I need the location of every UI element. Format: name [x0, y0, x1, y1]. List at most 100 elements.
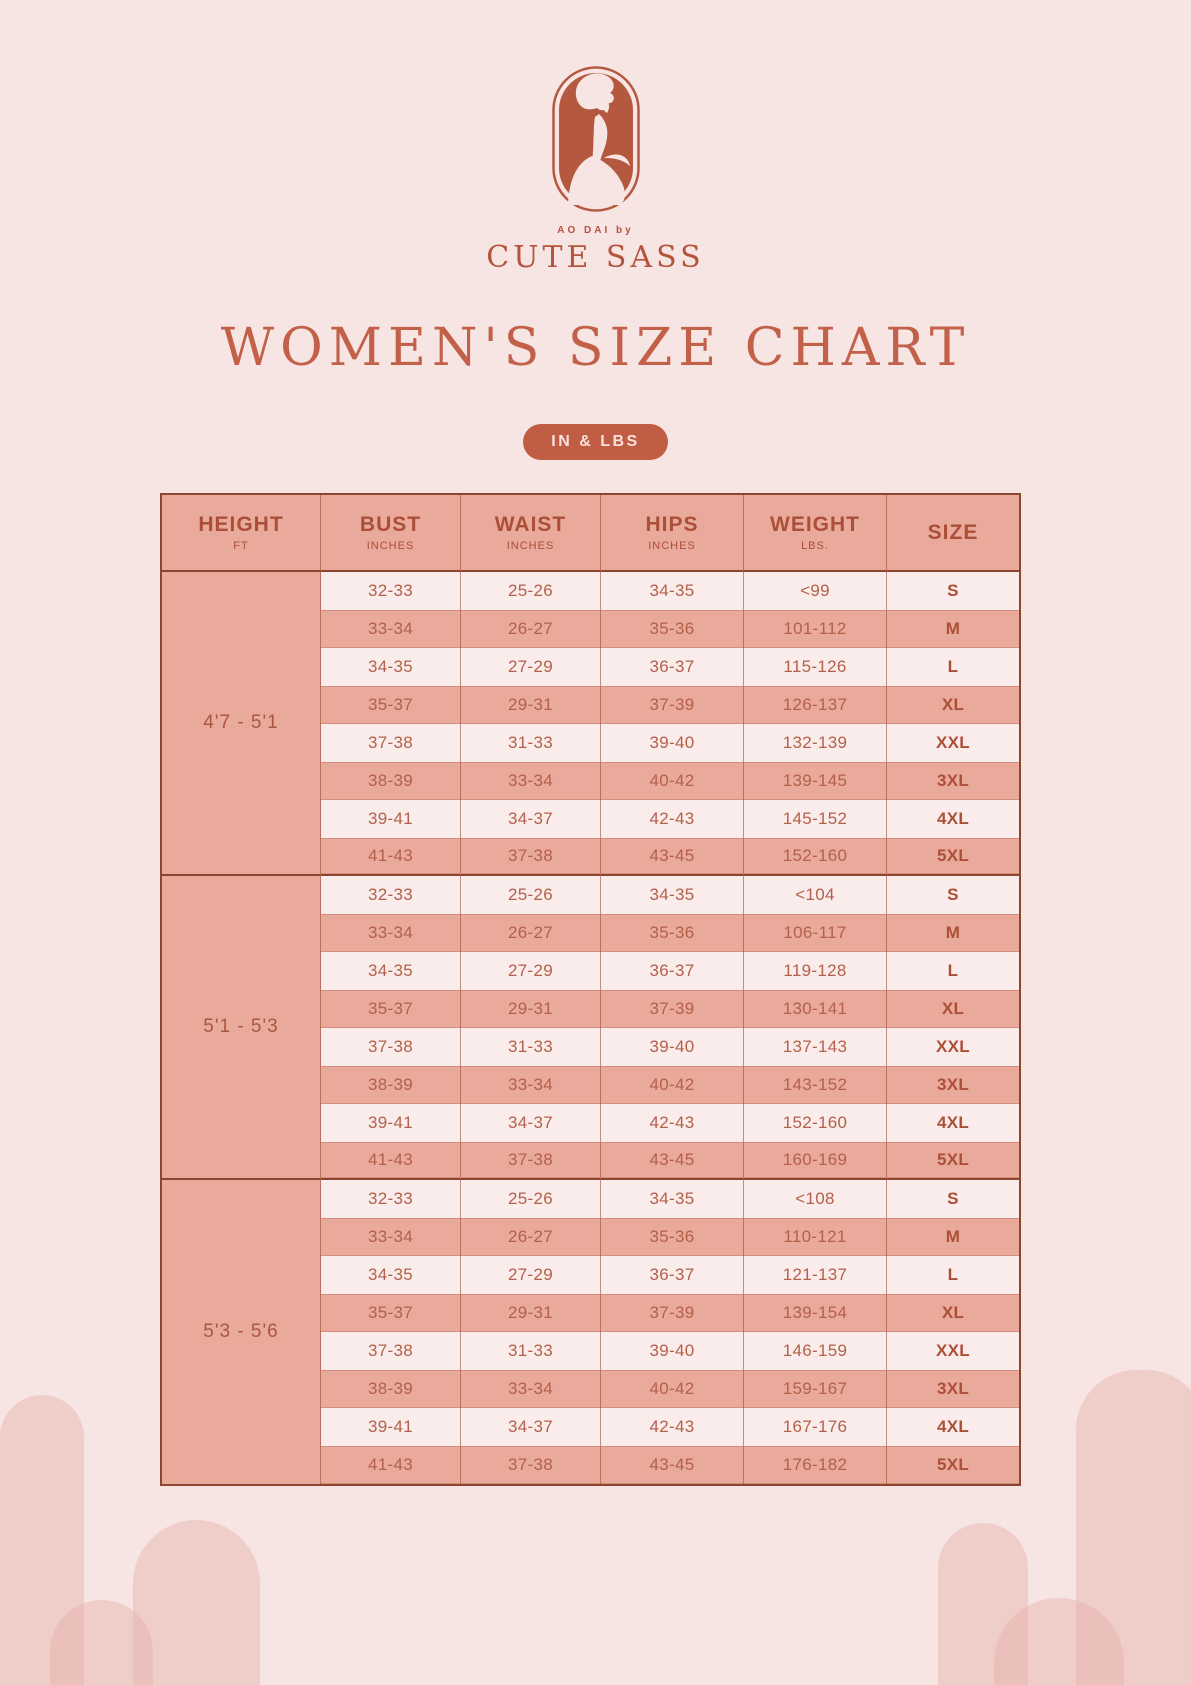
cell-weight: <99 — [744, 572, 887, 610]
cell-weight: 101-112 — [744, 610, 887, 648]
cell-hips: 43-45 — [601, 838, 744, 876]
cell-size: XL — [887, 1294, 1019, 1332]
cell-size: L — [887, 648, 1019, 686]
cell-weight: 145-152 — [744, 800, 887, 838]
cell-bust: 37-38 — [321, 724, 461, 762]
cell-size: M — [887, 914, 1019, 952]
cell-bust: 39-41 — [321, 800, 461, 838]
height-range-cell: 5'3 - 5'6 — [162, 1180, 321, 1484]
cell-weight: 159-167 — [744, 1370, 887, 1408]
cell-hips: 35-36 — [601, 914, 744, 952]
cell-waist: 31-33 — [461, 1028, 601, 1066]
cell-hips: 37-39 — [601, 990, 744, 1028]
cell-bust: 37-38 — [321, 1028, 461, 1066]
cell-weight: 146-159 — [744, 1332, 887, 1370]
cell-bust: 33-34 — [321, 1218, 461, 1256]
cell-bust: 34-35 — [321, 1256, 461, 1294]
cell-size: 3XL — [887, 1066, 1019, 1104]
brand-tagline: AO DAI by — [557, 225, 634, 236]
col-header-hips: HIPS INCHES — [601, 495, 744, 572]
cell-hips: 39-40 — [601, 1028, 744, 1066]
cell-waist: 29-31 — [461, 990, 601, 1028]
cell-weight: <108 — [744, 1180, 887, 1218]
cell-waist: 27-29 — [461, 1256, 601, 1294]
cell-waist: 25-26 — [461, 1180, 601, 1218]
col-header-bust: BUST INCHES — [321, 495, 461, 572]
cell-bust: 32-33 — [321, 572, 461, 610]
cell-weight: 139-154 — [744, 1294, 887, 1332]
cell-hips: 42-43 — [601, 1104, 744, 1142]
cell-weight: 176-182 — [744, 1446, 887, 1484]
cell-weight: <104 — [744, 876, 887, 914]
col-header-height: HEIGHT FT — [162, 495, 321, 572]
cell-waist: 26-27 — [461, 610, 601, 648]
cell-waist: 37-38 — [461, 838, 601, 876]
cell-bust: 41-43 — [321, 838, 461, 876]
cell-hips: 42-43 — [601, 800, 744, 838]
cell-bust: 37-38 — [321, 1332, 461, 1370]
cell-size: 4XL — [887, 1408, 1019, 1446]
brand-block: AO DAI by CUTE SASS — [0, 66, 1191, 275]
cell-size: S — [887, 1180, 1019, 1218]
cell-waist: 27-29 — [461, 952, 601, 990]
cell-hips: 40-42 — [601, 762, 744, 800]
cell-hips: 37-39 — [601, 1294, 744, 1332]
cell-size: XXL — [887, 1028, 1019, 1066]
cell-weight: 143-152 — [744, 1066, 887, 1104]
cell-size: XXL — [887, 724, 1019, 762]
cell-hips: 39-40 — [601, 724, 744, 762]
cell-weight: 106-117 — [744, 914, 887, 952]
size-chart-table: HEIGHT FT BUST INCHES WAIST INCHES HIPS … — [160, 493, 1021, 1486]
cell-hips: 35-36 — [601, 1218, 744, 1256]
cell-waist: 33-34 — [461, 1066, 601, 1104]
page-title: WOMEN'S SIZE CHART — [220, 318, 971, 378]
cell-size: M — [887, 1218, 1019, 1256]
cell-bust: 32-33 — [321, 876, 461, 914]
cell-weight: 167-176 — [744, 1408, 887, 1446]
cell-bust: 34-35 — [321, 648, 461, 686]
cell-waist: 25-26 — [461, 572, 601, 610]
cell-weight: 132-139 — [744, 724, 887, 762]
unit-badge-wrap: IN & LBS — [0, 424, 1191, 460]
cell-bust: 34-35 — [321, 952, 461, 990]
cell-weight: 152-160 — [744, 1104, 887, 1142]
cell-waist: 27-29 — [461, 648, 601, 686]
cell-bust: 35-37 — [321, 686, 461, 724]
cell-bust: 35-37 — [321, 1294, 461, 1332]
cell-waist: 31-33 — [461, 724, 601, 762]
cell-waist: 25-26 — [461, 876, 601, 914]
height-range-cell: 5'1 - 5'3 — [162, 876, 321, 1180]
cell-waist: 34-37 — [461, 800, 601, 838]
cell-bust: 39-41 — [321, 1104, 461, 1142]
cell-size: S — [887, 876, 1019, 914]
cell-hips: 36-37 — [601, 648, 744, 686]
cell-weight: 121-137 — [744, 1256, 887, 1294]
cell-weight: 126-137 — [744, 686, 887, 724]
col-header-weight: WEIGHT LBS. — [744, 495, 887, 572]
unit-badge: IN & LBS — [523, 424, 668, 460]
cell-bust: 38-39 — [321, 1066, 461, 1104]
cell-size: XXL — [887, 1332, 1019, 1370]
cell-bust: 33-34 — [321, 914, 461, 952]
cell-weight: 152-160 — [744, 838, 887, 876]
cell-weight: 119-128 — [744, 952, 887, 990]
cell-bust: 41-43 — [321, 1142, 461, 1180]
cell-hips: 36-37 — [601, 952, 744, 990]
cell-size: 5XL — [887, 1142, 1019, 1180]
decor-arch — [938, 1523, 1028, 1685]
cell-weight: 137-143 — [744, 1028, 887, 1066]
cell-waist: 26-27 — [461, 1218, 601, 1256]
cell-hips: 36-37 — [601, 1256, 744, 1294]
cell-waist: 34-37 — [461, 1104, 601, 1142]
cell-size: 3XL — [887, 762, 1019, 800]
decor-arch — [1076, 1370, 1191, 1685]
cell-waist: 26-27 — [461, 914, 601, 952]
cell-waist: 29-31 — [461, 1294, 601, 1332]
cell-waist: 37-38 — [461, 1446, 601, 1484]
cell-hips: 40-42 — [601, 1370, 744, 1408]
decor-arch — [50, 1600, 153, 1685]
cell-size: L — [887, 1256, 1019, 1294]
cell-size: XL — [887, 990, 1019, 1028]
cell-size: XL — [887, 686, 1019, 724]
